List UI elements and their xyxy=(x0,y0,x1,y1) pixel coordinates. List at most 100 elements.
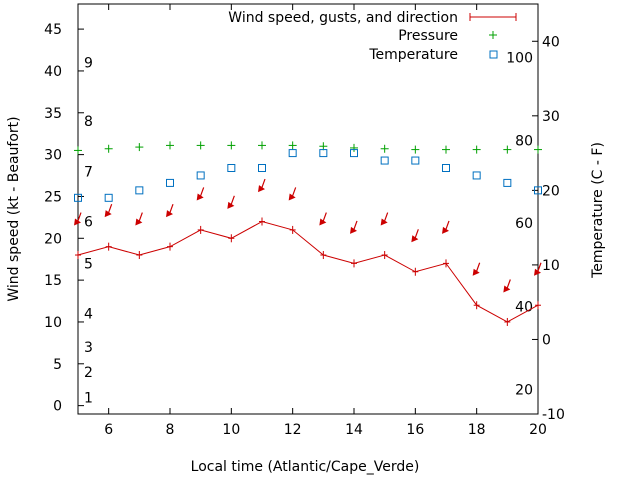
gust-arrow xyxy=(196,187,205,201)
temperature-point xyxy=(380,156,389,165)
legend-swatch-wind xyxy=(469,13,517,21)
beaufort-label: 2 xyxy=(84,365,93,381)
gust-arrow-head xyxy=(227,201,235,209)
x-axis: 6 8 10 12 14 16 18 20 xyxy=(104,4,547,438)
pressure-point xyxy=(196,141,205,150)
wind-speed-point xyxy=(228,234,235,243)
fahrenheit-labels: 20 40 60 80 100 xyxy=(506,51,533,399)
y-left-tick-label: 15 xyxy=(44,273,62,289)
beaufort-label: 7 xyxy=(84,164,93,180)
wind-speed-point xyxy=(167,242,173,251)
wind-speed-point xyxy=(381,251,388,260)
beaufort-label: 4 xyxy=(84,307,93,323)
pressure-point xyxy=(503,145,512,154)
temperature-point xyxy=(472,171,481,180)
temperature-point xyxy=(350,149,358,158)
wind-speed-point xyxy=(412,267,419,276)
wind-speed-point xyxy=(443,259,449,268)
x-axis-label: Local time (Atlantic/Cape_Verde) xyxy=(191,459,420,475)
wind-speed-point xyxy=(535,301,541,310)
temperature-point xyxy=(319,149,328,158)
temperature-point xyxy=(258,164,266,172)
y-right-tick-label: 40 xyxy=(542,34,560,50)
legend: Wind speed, gusts, and direction Pressur… xyxy=(228,10,517,63)
pressure-point xyxy=(135,143,144,152)
gust-arrow xyxy=(104,203,113,218)
x-tick-label: 6 xyxy=(104,422,113,438)
temperature-point xyxy=(534,186,542,195)
legend-label-temperature: Temperature xyxy=(368,47,458,63)
x-tick-label: 18 xyxy=(468,422,486,438)
gust-arrow xyxy=(411,229,419,243)
wind-series xyxy=(75,217,541,326)
y-axis-left: 0 5 10 15 20 25 30 35 40 45 xyxy=(44,22,84,415)
plot-frame xyxy=(77,3,539,415)
wind-speed-point xyxy=(197,225,204,234)
y-left-tick-label: 0 xyxy=(53,399,62,415)
pressure-point xyxy=(288,141,297,150)
y-left-tick-label: 45 xyxy=(44,22,62,38)
pressure-point xyxy=(472,145,481,154)
gust-arrow xyxy=(166,203,174,218)
fahrenheit-label: 40 xyxy=(515,300,533,316)
wind-speed-line xyxy=(77,221,539,323)
temperature-point xyxy=(288,149,297,158)
gust-arrow xyxy=(442,220,450,234)
temperature-point xyxy=(74,193,82,202)
gust-arrow-head xyxy=(380,218,388,226)
legend-swatch-pressure xyxy=(489,31,497,39)
wind-speed-point xyxy=(320,251,327,260)
y-right-tick-label: 30 xyxy=(542,109,560,125)
gust-arrow-head xyxy=(135,218,143,226)
fahrenheit-label: 20 xyxy=(515,382,533,398)
gust-arrow xyxy=(534,262,542,276)
gust-arrow-head xyxy=(74,218,81,226)
fahrenheit-label: 60 xyxy=(515,216,533,232)
gust-arrow xyxy=(319,212,327,226)
x-tick-label: 16 xyxy=(406,422,424,438)
gust-arrow-head xyxy=(166,210,173,218)
pressure-point xyxy=(350,143,358,152)
gust-arrow-head xyxy=(319,218,327,226)
y-left-tick-label: 35 xyxy=(44,106,62,122)
x-tick-label: 8 xyxy=(166,422,175,438)
y-left-tick-label: 30 xyxy=(44,148,62,164)
y-right-tick-label: 10 xyxy=(542,258,560,274)
gust-arrow xyxy=(258,178,266,193)
temperature-point xyxy=(411,156,420,165)
wind-speed-point xyxy=(473,301,480,310)
x-tick-label: 10 xyxy=(222,422,240,438)
temperature-point xyxy=(135,186,144,195)
beaufort-label: 5 xyxy=(84,256,93,272)
gust-arrow xyxy=(288,187,297,201)
gust-arrow-head xyxy=(196,193,204,201)
wind-speed-point xyxy=(105,242,112,251)
y-right-tick-label: -10 xyxy=(542,407,565,423)
pressure-point xyxy=(74,146,82,155)
pressure-series xyxy=(74,141,542,155)
beaufort-label: 8 xyxy=(84,114,93,130)
legend-label-pressure: Pressure xyxy=(398,28,458,44)
temperature-point xyxy=(442,164,450,172)
y-left-tick-label: 10 xyxy=(44,315,62,331)
x-tick-label: 20 xyxy=(529,422,547,438)
temperature-point xyxy=(503,178,512,187)
pressure-point xyxy=(104,144,113,153)
wind-speed-point xyxy=(136,251,143,260)
gust-arrow-head xyxy=(442,226,449,234)
wind-speed-point xyxy=(504,317,511,326)
wind-speed-point xyxy=(289,225,296,234)
y-left-tick-label: 40 xyxy=(44,64,62,80)
wind-speed-point xyxy=(75,251,81,260)
beaufort-label: 9 xyxy=(84,56,93,72)
gust-arrow-head xyxy=(534,268,541,276)
gust-arrow xyxy=(135,212,143,226)
y-axis-left-label: Wind speed (kt - Beaufort) xyxy=(6,116,22,301)
pressure-point xyxy=(380,144,389,153)
gust-arrow xyxy=(503,279,511,293)
gust-arrow-head xyxy=(350,226,357,234)
legend-swatch-temperature xyxy=(489,50,498,59)
wind-speed-point xyxy=(259,217,265,226)
beaufort-labels: 1 2 3 4 5 6 7 8 9 xyxy=(84,56,93,407)
x-tick-label: 14 xyxy=(345,422,363,438)
